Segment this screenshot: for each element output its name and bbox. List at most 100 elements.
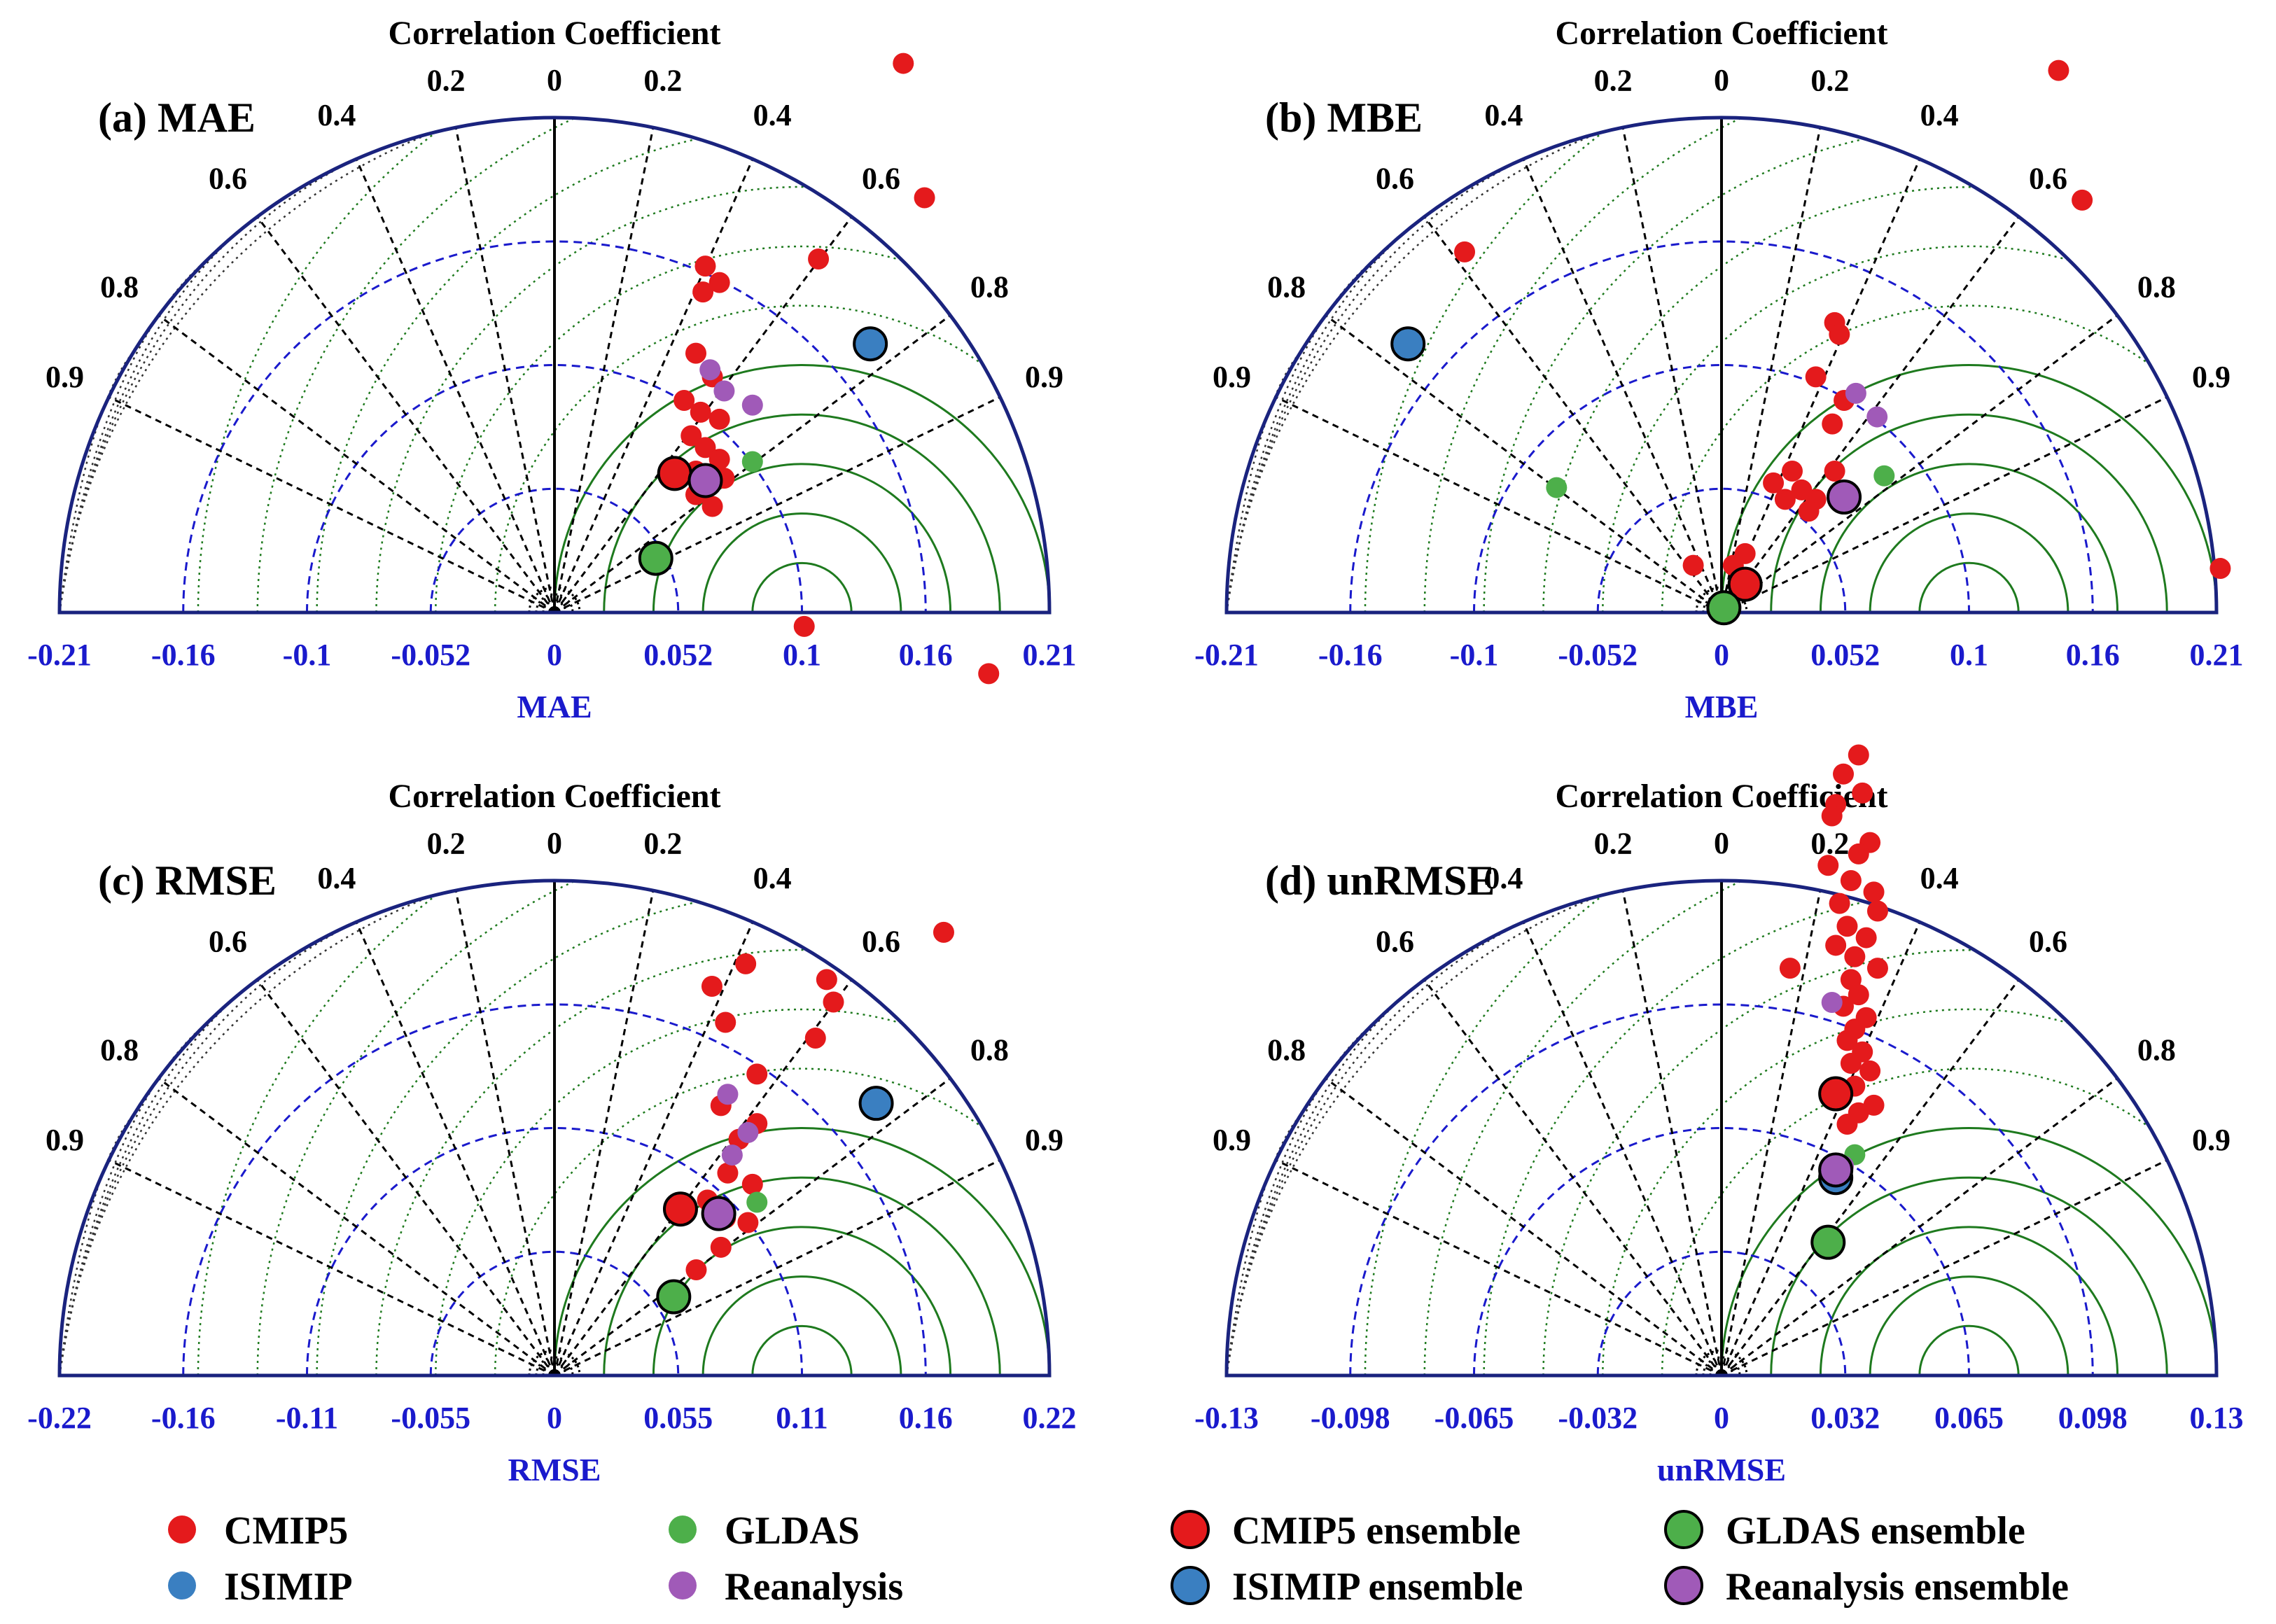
- left-dotted-arc: [1225, 158, 1524, 613]
- data-point-cmip5: [1833, 763, 1855, 785]
- taylor-panel-3: Correlation Coefficient (c) RMSE 0 0.2 0.4 0.…: [27, 615, 1077, 1488]
- correlation-ray: [554, 1158, 1001, 1377]
- green-dotted-contour: [316, 126, 1049, 612]
- x-tick-label: 0.052: [1810, 638, 1880, 672]
- x-tick-label: 0.22: [1023, 1401, 1077, 1435]
- blue-std-arc: [182, 240, 927, 613]
- data-point-gldas: [741, 451, 763, 472]
- data-point-cmip5: [1822, 413, 1843, 435]
- left-dotted-arc: [58, 351, 134, 613]
- correlation-label: 0: [1714, 63, 1729, 97]
- correlation-label: 0.8: [100, 270, 139, 304]
- blue-std-arc: [1596, 487, 1847, 613]
- panel-label: (d) unRMSE: [1265, 858, 1495, 904]
- correlation-ray: [553, 127, 655, 613]
- x-tick-label: 0.052: [643, 638, 713, 672]
- origin-arc: [528, 586, 581, 613]
- correlation-ray: [1325, 1077, 1722, 1377]
- green-dotted-contour: [1542, 186, 2216, 612]
- green-solid-contour: [751, 561, 853, 612]
- data-point-cmip5: [1805, 366, 1827, 388]
- green-dotted-contour: [375, 948, 1049, 1376]
- data-point-cmip5: [708, 449, 730, 470]
- left-dotted-arc: [1225, 351, 1301, 613]
- legend-label: CMIP5 ensemble: [1232, 1509, 1521, 1553]
- correlation-label: 0.8: [1267, 1032, 1306, 1067]
- green-dotted-contour: [1542, 948, 2216, 1376]
- green-solid-contour: [701, 1275, 902, 1376]
- correlation-label: 0.8: [1267, 270, 1306, 304]
- data-point-cmip5: [673, 390, 695, 411]
- green-solid-contour: [1770, 413, 2168, 612]
- left-dotted-arc: [58, 158, 357, 613]
- data-point-cmip5: [1848, 744, 1869, 766]
- origin-arc: [542, 600, 567, 613]
- data-point-cmip5: [708, 272, 730, 293]
- correlation-ray: [1721, 314, 2118, 614]
- green-dotted-contour: [435, 245, 1049, 612]
- origin-arc: [535, 593, 574, 613]
- correlation-label: 0.6: [2029, 925, 2067, 959]
- correlation-ray: [1275, 1158, 1722, 1377]
- data-point-cmip5: [1859, 1060, 1881, 1082]
- x-axis-label: RMSE: [508, 1452, 601, 1488]
- legend-marker-gldas: [669, 1516, 697, 1544]
- correlation-ray: [108, 1158, 555, 1377]
- correlation-label: 0.4: [1920, 861, 1959, 895]
- green-contours: [1364, 881, 2216, 1376]
- correlation-label: 0.9: [1025, 360, 1063, 394]
- green-dotted-contour: [494, 304, 1049, 612]
- data-point-cmip5: [741, 1173, 763, 1195]
- correlation-ray: [553, 921, 754, 1376]
- data-point-cmip5: [1848, 984, 1869, 1006]
- x-tick-label: -0.098: [1311, 1401, 1390, 1435]
- x-tick-label: 0.032: [1810, 1401, 1880, 1435]
- origin-arc: [542, 1363, 567, 1376]
- correlation-ray: [553, 890, 655, 1376]
- x-tick-label: 0.21: [1023, 638, 1077, 672]
- green-dotted-contour: [435, 1008, 1049, 1376]
- data-point-reanalysis: [1845, 382, 1866, 404]
- data-point-cmip5: [808, 248, 830, 270]
- green-dotted-contour: [375, 186, 1049, 612]
- green-solid-contour: [652, 1226, 952, 1376]
- correlation-ray: [1423, 216, 1723, 613]
- green-solid-contour: [1918, 561, 2020, 612]
- x-tick-label: -0.21: [27, 638, 92, 672]
- correlation-label: 0.9: [2192, 1123, 2230, 1157]
- data-point-cmip5: [2072, 189, 2093, 211]
- correlation-label: 0.2: [1810, 827, 1849, 861]
- ensemble-point-reanalysis: [1818, 1152, 1854, 1188]
- origin-arc: [1695, 1349, 1748, 1376]
- correlation-label: 0.6: [1376, 162, 1414, 196]
- left-dotted-arc: [1225, 258, 1376, 613]
- x-tick-label: 0.065: [1934, 1401, 2004, 1435]
- data-point-cmip5: [685, 342, 706, 364]
- data-point-reanalysis: [713, 380, 735, 402]
- data-point-cmip5: [1734, 542, 1756, 564]
- correlation-label: 0.8: [100, 1032, 139, 1067]
- x-tick-label: -0.22: [27, 1401, 92, 1435]
- ensemble-point-cmip5: [662, 1191, 698, 1227]
- green-solid-contour: [553, 1127, 1049, 1376]
- data-point-reanalysis: [1866, 406, 1888, 428]
- left-dotted-arc: [58, 961, 283, 1376]
- correlation-label: 0.2: [1594, 64, 1633, 98]
- green-solid-contour: [1869, 1275, 2069, 1376]
- outer-boundary: [57, 115, 1052, 615]
- data-point-cmip5: [1829, 323, 1850, 345]
- legend-label: ISIMIP: [224, 1565, 353, 1609]
- data-point-reanalysis: [699, 359, 721, 381]
- data-point-cmip5: [893, 52, 914, 74]
- correlation-label: 0.9: [1213, 1123, 1251, 1157]
- origin-arc: [528, 1349, 581, 1376]
- data-point-cmip5: [715, 1011, 736, 1033]
- taylor-panel-2: Correlation Coefficient (b) MBE 0 0.2 0.4 0.6…: [1194, 15, 2243, 724]
- green-dotted-contour: [1661, 1068, 2216, 1376]
- blue-std-arc: [1349, 240, 2094, 613]
- x-tick-label: 0.16: [2066, 638, 2120, 672]
- outer-boundary: [57, 878, 1052, 1378]
- correlation-ray: [554, 396, 1001, 614]
- correlation-label: 0.4: [317, 861, 356, 895]
- x-tick-label: -0.052: [391, 638, 470, 672]
